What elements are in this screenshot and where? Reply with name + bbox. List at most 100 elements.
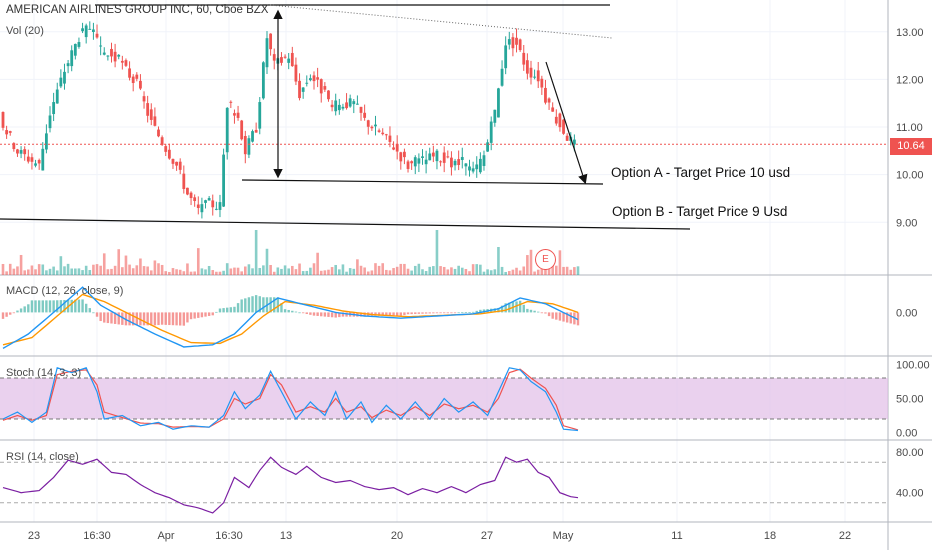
macd-histogram-bar <box>330 312 334 318</box>
macd-histogram-bar <box>497 307 500 313</box>
macd-histogram-bar <box>131 312 135 326</box>
candle-body <box>330 104 334 108</box>
macd-histogram-bar <box>359 312 363 317</box>
volume-bar <box>1 263 5 275</box>
macd-histogram-bar <box>399 312 402 316</box>
stoch-tick-label: 0.00 <box>896 428 917 440</box>
candle-body <box>160 137 164 145</box>
macd-histogram-bar <box>171 312 175 326</box>
macd-histogram-bar <box>84 303 88 313</box>
candle-body <box>167 149 171 159</box>
candle-body <box>59 77 63 87</box>
volume-bar <box>291 265 294 275</box>
volume-bar <box>471 264 475 275</box>
candle-body <box>439 161 442 163</box>
candle-body <box>308 78 312 81</box>
volume-bar <box>251 268 254 275</box>
candle-body <box>533 76 537 78</box>
x-tick-label: Apr <box>157 530 174 542</box>
macd-histogram-bar <box>189 312 193 320</box>
candle-body <box>73 43 77 56</box>
candle-body <box>504 45 508 69</box>
candle-body <box>507 39 511 45</box>
macd-line <box>2 286 579 350</box>
macd-histogram-bar <box>236 303 240 313</box>
candle-body <box>482 155 486 166</box>
macd-histogram-bar <box>283 309 287 313</box>
macd-histogram-bar <box>388 312 392 316</box>
macd-histogram-bar <box>160 312 164 325</box>
macd-histogram-bar <box>222 308 225 313</box>
candle-body <box>374 124 377 127</box>
macd-histogram-bar <box>294 311 298 313</box>
option-a-annotation[interactable]: Option A - Target Price 10 usd <box>611 165 791 180</box>
volume-bar <box>348 268 352 275</box>
macd-histogram-bar <box>164 312 167 325</box>
volume-bar <box>432 266 435 275</box>
volume-bar <box>540 266 544 275</box>
volume-bar <box>410 270 413 275</box>
candle-body <box>337 104 341 111</box>
macd-histogram-bar <box>457 312 460 314</box>
macd-histogram-bar <box>424 312 428 314</box>
volume-bar <box>370 270 374 275</box>
x-tick-label: 27 <box>481 530 493 542</box>
volume-bar <box>204 269 207 275</box>
candle-body <box>261 62 265 99</box>
macd-histogram-bar <box>312 312 316 316</box>
volume-bar <box>135 265 139 275</box>
volume-bar <box>345 271 348 275</box>
candle-body <box>26 156 30 162</box>
volume-bar <box>504 271 507 275</box>
macd-histogram-bar <box>341 312 345 317</box>
candle-body <box>34 163 37 166</box>
candle-body <box>536 70 540 82</box>
volume-bar <box>48 268 52 275</box>
volume-bar <box>215 271 218 275</box>
macd-histogram-bar <box>323 312 327 317</box>
candle-body <box>218 202 222 210</box>
macd-histogram-bar <box>403 312 406 315</box>
macd-histogram-bar <box>276 297 280 313</box>
macd-histogram-bar <box>406 312 410 315</box>
option-b-annotation[interactable]: Option B - Target Price 9 Usd <box>612 204 788 219</box>
candle-body <box>554 116 558 124</box>
volume-bar <box>157 263 160 275</box>
candle-body <box>23 149 27 155</box>
candle-body <box>146 103 150 116</box>
x-tick-label: 13 <box>280 530 292 542</box>
candle-body <box>294 64 298 82</box>
macd-histogram-bar <box>377 312 381 316</box>
macd-histogram-bar <box>52 300 55 313</box>
macd-histogram-bar <box>453 312 457 314</box>
macd-histogram-bar <box>240 299 243 313</box>
macd-histogram-bar <box>540 312 544 314</box>
candle-body <box>77 42 81 47</box>
candle-body <box>417 158 421 164</box>
macd-histogram-bar <box>157 312 160 326</box>
candle-body <box>243 135 247 155</box>
candle-body <box>428 153 432 161</box>
candle-body <box>558 113 562 128</box>
volume-bar <box>142 266 146 275</box>
candle-body <box>70 50 74 67</box>
volume-bar <box>269 264 272 275</box>
earnings-marker-icon[interactable]: E <box>535 249 556 270</box>
volume-bar <box>5 271 8 275</box>
macd-legend: MACD (12, 26, close, 9) <box>6 285 124 297</box>
volume-bar <box>363 267 366 275</box>
macd-histogram-bar <box>439 312 442 314</box>
volume-bar <box>334 264 338 275</box>
volume-bar <box>381 263 385 275</box>
macd-histogram-bar <box>92 312 95 314</box>
candle-body <box>8 131 12 133</box>
volume-bar <box>576 266 580 275</box>
candle-body <box>120 60 124 63</box>
volume-bar <box>392 268 395 275</box>
candle-body <box>106 55 110 57</box>
macd-histogram-bar <box>291 310 294 313</box>
volume-bar <box>95 264 99 275</box>
macd-histogram-bar <box>146 312 149 326</box>
candle-body <box>193 197 197 201</box>
